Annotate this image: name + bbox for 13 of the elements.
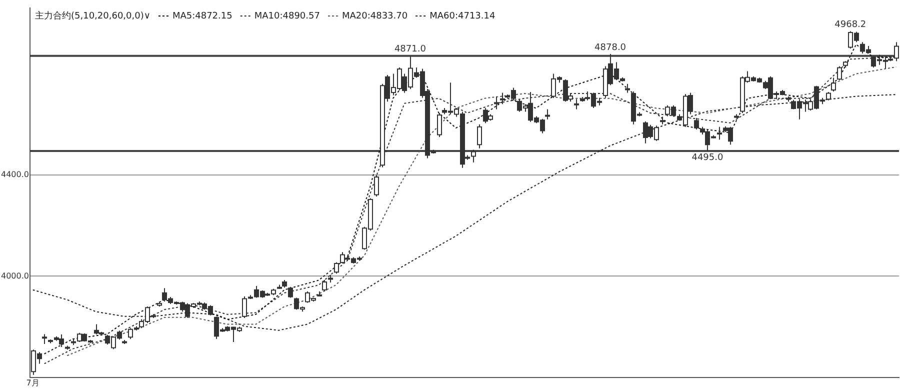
x-tick-label: 7月 (26, 378, 40, 388)
annotation: 4968.2 (834, 20, 866, 30)
legend-label: MA10:4890.57 (254, 11, 320, 22)
y-tick-label: 4400.0 (1, 170, 29, 180)
line-series (32, 94, 897, 331)
chart-title: 主力合约(5,10,20,60,0,0)∨ (35, 10, 150, 22)
annotation: 4871.0 (394, 44, 426, 55)
legend-label: MA5:4872.15 (172, 11, 232, 22)
annotation: 4495.0 (692, 152, 724, 163)
legend-label: MA60:4713.14 (430, 11, 496, 22)
legend-label: MA20:4833.70 (342, 11, 408, 22)
annotation: 4878.0 (594, 42, 626, 53)
y-tick-label: 4000.0 (1, 271, 29, 280)
